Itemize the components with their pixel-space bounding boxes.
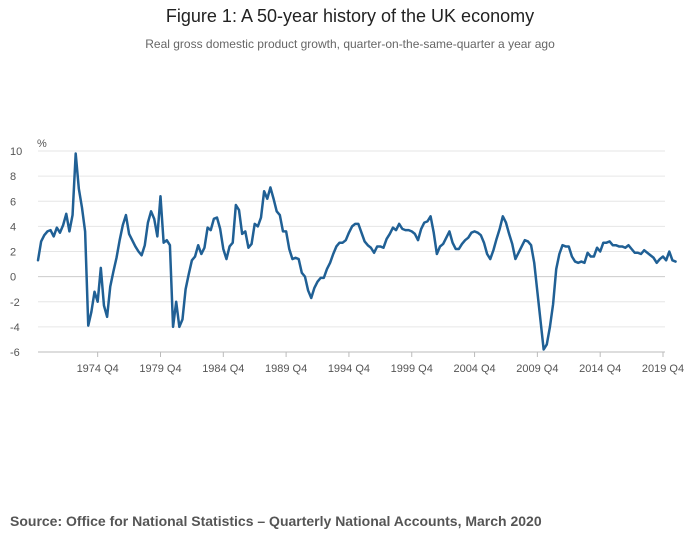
y-tick-label: 2 [10, 247, 16, 259]
x-tick-label: 1984 Q4 [202, 363, 244, 375]
y-tick-label: -4 [10, 322, 20, 334]
x-tick-label: 2004 Q4 [453, 363, 495, 375]
y-tick-label: -6 [10, 347, 20, 359]
x-tick-label: 1999 Q4 [391, 363, 433, 375]
y-tick-label: 4 [10, 221, 16, 233]
x-tick-label: 2009 Q4 [516, 363, 558, 375]
y-tick-label: 6 [10, 196, 16, 208]
x-tick-label: 1979 Q4 [139, 363, 181, 375]
x-tick-label: 2019 Q4 [642, 363, 684, 375]
x-tick-label: 1989 Q4 [265, 363, 307, 375]
x-tick-label: 1974 Q4 [77, 363, 119, 375]
y-tick-label: -2 [10, 297, 20, 309]
chart-subtitle: Real gross domestic product growth, quar… [145, 37, 555, 51]
y-tick-label: 8 [10, 171, 16, 183]
chart-title: Figure 1: A 50-year history of the UK ec… [165, 6, 535, 26]
y-axis-unit-label: % [37, 138, 47, 150]
gdp-growth-series-line [36, 152, 677, 351]
y-tick-label: 10 [10, 146, 22, 158]
x-tick-label: 1994 Q4 [328, 363, 370, 375]
x-tick-label: 2014 Q4 [579, 363, 621, 375]
y-tick-label: 0 [10, 272, 16, 284]
source-note: Source: Office for National Statistics –… [10, 513, 542, 529]
